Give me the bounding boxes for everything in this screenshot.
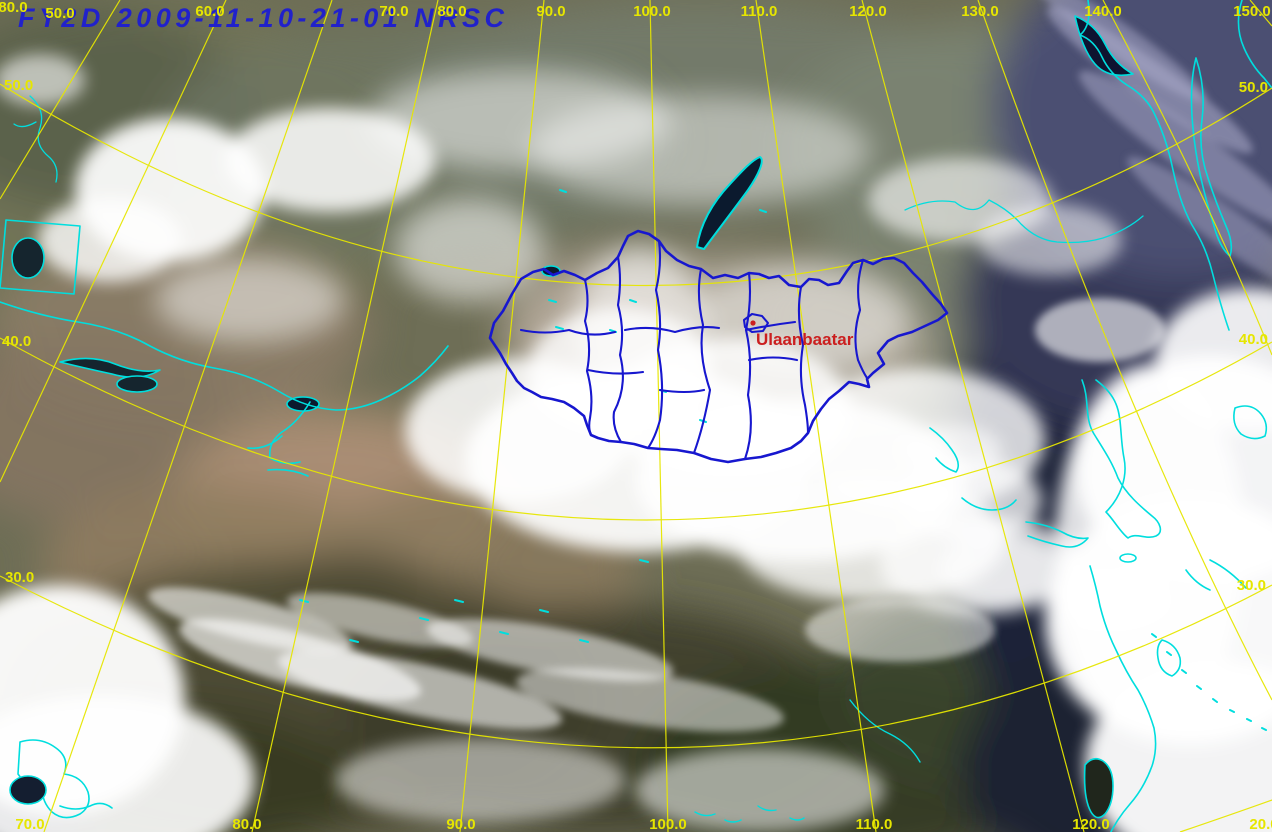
hokkaido-fragment — [1233, 405, 1268, 440]
lon-label-top: 80.0 — [437, 3, 466, 20]
lon-label-bottom: 70.0 — [15, 816, 44, 832]
meridian-140e — [1102, 0, 1272, 356]
parallel-30n — [0, 575, 1272, 749]
aral-box-artifact — [0, 219, 81, 295]
meridian-120e — [861, 0, 1085, 832]
lon-label-top: 50.0 — [45, 5, 74, 22]
south-coast-fragments — [694, 699, 921, 823]
lat-label-left: 50.0 — [4, 77, 33, 94]
meridian-80e — [251, 0, 439, 832]
lat-label-right: 30.0 — [1237, 577, 1266, 594]
honshu-fragments — [1185, 559, 1247, 591]
mongolia-province-borders — [519, 239, 869, 461]
aral-sea — [11, 237, 45, 279]
taiwan-island — [1083, 757, 1114, 819]
lon-label-bottom: 120.0 — [1072, 816, 1110, 832]
ulaanbaatar-city-label: Ulaanbaatar — [756, 330, 854, 349]
lat-label-right: 50.0 — [1239, 79, 1268, 96]
lon-label-top: 70.0 — [379, 3, 408, 20]
meridian-150e — [1249, 0, 1272, 27]
meridian-90e — [459, 0, 545, 832]
lake-zaysan — [116, 375, 158, 393]
lat-label-right: 40.0 — [1239, 331, 1268, 348]
lat-label-left: 40.0 — [2, 333, 31, 350]
lat-label-left: 30.0 — [5, 569, 34, 586]
lon-label-top: 140.0 — [1084, 3, 1122, 20]
lon-label-top: 130.0 — [961, 3, 999, 20]
meridian-70e — [43, 0, 333, 832]
lon-label-top: 150.0 — [1233, 3, 1271, 20]
lon-label-top: 110.0 — [741, 3, 778, 20]
lon-label-top: 90.0 — [536, 3, 565, 20]
kazakh-china-border — [0, 301, 449, 411]
lon-label-bottom: 100.0 — [649, 816, 687, 832]
ulaanbaatar-city-marker — [750, 320, 756, 326]
amur-river — [904, 199, 1144, 244]
lat-label-bottom-right: 20.0 — [1249, 816, 1272, 832]
lon-label-top: 120.0 — [849, 3, 887, 20]
lon-label-bottom: 110.0 — [856, 816, 893, 832]
parallel-40n — [0, 337, 1272, 521]
lake-baikal — [696, 156, 763, 250]
jeju-island — [1119, 553, 1137, 563]
kyushu-fragment — [1156, 639, 1182, 677]
topleft-river — [13, 95, 58, 183]
okhotsk-coast — [1079, 0, 1230, 331]
ulaanbaatar-province — [742, 312, 770, 334]
india-dark-lake — [9, 775, 47, 805]
meridian-60e — [0, 0, 227, 483]
image-title: FY2D 2009-11-10-21-01 NRSC — [18, 3, 505, 33]
mongolia-boundary-layer — [488, 229, 949, 464]
meridian-130e — [977, 0, 1272, 701]
kamchatka-coast — [1237, 0, 1272, 89]
mongolia-outline — [488, 229, 949, 464]
bohai-china-coast — [929, 427, 1157, 832]
lon-label-top: 60.0 — [195, 3, 224, 20]
lon-label-top: 100.0 — [633, 3, 671, 20]
parallel-20n — [1179, 799, 1272, 832]
parallel-50n — [0, 83, 1272, 287]
lon-label-top: 80.0 — [0, 0, 28, 16]
korea-coast — [1081, 379, 1162, 539]
ryukyu-islands — [1151, 633, 1267, 731]
lon-label-bottom: 90.0 — [446, 816, 475, 832]
meridian-100e — [649, 0, 669, 832]
okhotsk-bay — [1074, 15, 1134, 77]
meridian-50e — [0, 0, 121, 200]
lake-balkhash — [59, 357, 161, 378]
lon-label-bottom: 80.0 — [232, 816, 261, 832]
